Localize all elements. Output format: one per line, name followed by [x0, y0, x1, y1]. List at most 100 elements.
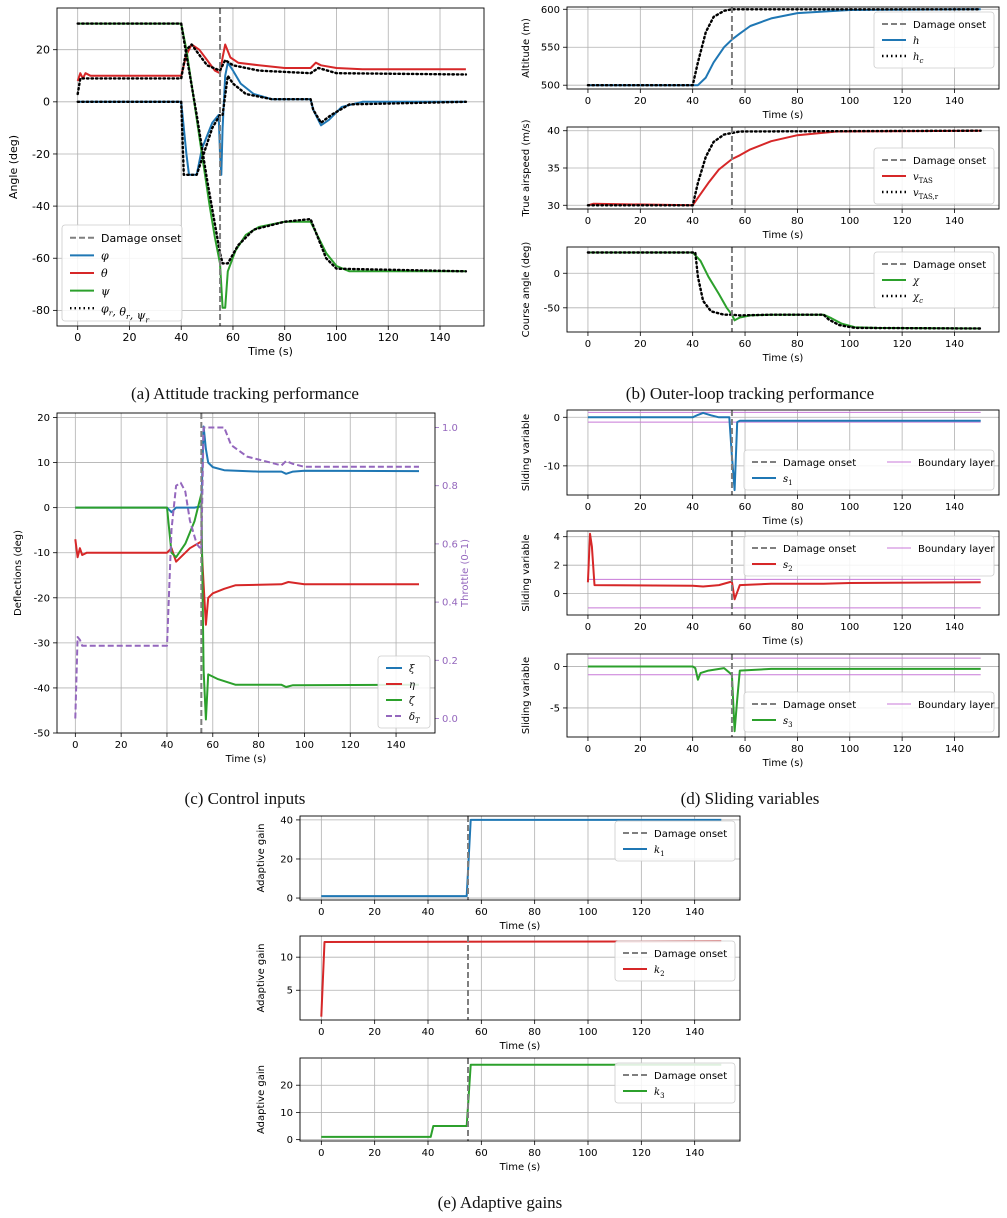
tick-label-y: 30 — [547, 201, 560, 212]
tick-label-y: 20 — [37, 413, 50, 424]
plot-area — [586, 127, 982, 209]
legend-label: χc — [912, 292, 923, 305]
x-axis-label: Time (s) — [225, 754, 267, 765]
series-line-φr — [76, 74, 468, 177]
plot-area — [74, 413, 420, 733]
legend-label: φr, θr, ψr — [101, 302, 150, 324]
legend-label-part: , θ — [112, 306, 126, 319]
plot-frame — [566, 530, 1000, 616]
tick-label-y: 0 — [554, 413, 560, 424]
legend-label-part: ξ — [409, 664, 415, 675]
tick-label-y: 40 — [280, 815, 293, 826]
tick-label-x: 100 — [295, 740, 314, 751]
tick-label-x: 60 — [206, 740, 219, 751]
tick-label-y: -50 — [544, 303, 560, 314]
tick-label-y: 4 — [554, 532, 560, 543]
legend-label-part: Damage onset — [654, 949, 727, 960]
tick-label-x: 100 — [326, 331, 347, 344]
plot-frame — [56, 412, 436, 734]
tick-label-y2: 0.0 — [442, 714, 458, 725]
tick-label-x: 80 — [528, 907, 541, 918]
chart-b3: 0 20 40 60 80 100 120 140 -50 0 Time (s) Course ang… — [521, 242, 1000, 364]
tick-label-x: 60 — [739, 96, 752, 107]
x-axis-label: Time (s) — [499, 1041, 541, 1052]
legend-label: s2 — [783, 560, 793, 573]
tick-label-x: 20 — [634, 502, 647, 513]
legend-label-part: φ — [101, 302, 109, 315]
tick-label-y2: 0.4 — [442, 598, 458, 609]
legend-label: hc — [913, 52, 923, 65]
tick-label-x: 80 — [278, 331, 292, 344]
plot-frame — [566, 653, 1000, 738]
legend-label-part: h — [913, 36, 919, 47]
plot-area — [587, 410, 981, 495]
tick-label-y: -60 — [32, 252, 50, 265]
series-line-ξ — [75, 425, 420, 514]
tick-label-x: 20 — [634, 744, 647, 755]
tick-label-x: 0 — [318, 907, 324, 918]
series-line-hc — [586, 8, 982, 87]
tick-label-x: 100 — [578, 1148, 597, 1159]
legend-label-part: Damage onset — [913, 156, 986, 167]
caption-e: (e) Adaptive gains — [437, 1193, 563, 1212]
tick-label-x: 120 — [893, 96, 912, 107]
tick-label-y2: 0.6 — [442, 539, 458, 550]
tick-label-x: 100 — [840, 216, 859, 227]
legend-label: h — [913, 36, 919, 47]
tick-label-x: 20 — [634, 622, 647, 633]
caption-b: (b) Outer-loop tracking performance — [625, 384, 875, 403]
legend-label-part: Boundary layer — [918, 700, 995, 711]
chart-e2: 0 20 40 60 80 100 120 140 5 10 Time (s) Adaptive ga… — [256, 935, 741, 1052]
tick-label-x: 40 — [174, 331, 188, 344]
tick-label-y: 10 — [280, 1108, 293, 1119]
legend-label: Damage onset — [654, 949, 727, 960]
y-axis-label: Altitude (m) — [521, 18, 532, 78]
tick-label-x: 0 — [585, 622, 591, 633]
legend-label-part: 2 — [788, 565, 792, 573]
tick-label-y: 0 — [554, 662, 560, 673]
legend-label-part: T — [415, 717, 421, 725]
legend-label-part: χ — [912, 292, 920, 303]
legend-label: Damage onset — [783, 458, 856, 469]
x-axis-label: Time (s) — [499, 1162, 541, 1173]
legend-label-part: Damage onset — [654, 1071, 727, 1082]
tick-label-x: 0 — [585, 502, 591, 513]
tick-label-x: 120 — [893, 502, 912, 513]
x-axis-label: Time (s) — [762, 230, 804, 241]
legend-label: φ — [101, 250, 109, 263]
tick-label-y: -50 — [34, 729, 50, 740]
chart-d2: 0 20 40 60 80 100 120 140 0 2 4 Time (s) Sliding var… — [521, 530, 1000, 647]
tick-label-x: 20 — [634, 339, 647, 350]
tick-label-x: 40 — [686, 216, 699, 227]
legend-label: vTAS — [913, 172, 933, 185]
tick-label-x: 60 — [475, 1148, 488, 1159]
legend-label: s3 — [783, 716, 793, 729]
tick-label-x: 100 — [578, 1027, 597, 1038]
legend-label-part: Damage onset — [783, 458, 856, 469]
legend-box — [743, 449, 995, 491]
tick-label-x: 140 — [945, 216, 964, 227]
tick-label-y: -10 — [34, 548, 50, 559]
tick-label-x: 100 — [578, 907, 597, 918]
legend-label-part: r — [126, 312, 131, 321]
tick-label-x: 60 — [739, 216, 752, 227]
tick-label-y: -10 — [544, 461, 560, 472]
tick-label-x: 140 — [685, 1027, 704, 1038]
legend-label: k1 — [654, 845, 665, 858]
legend-label-part: χ — [912, 276, 920, 287]
legend-label-part: Damage onset — [783, 544, 856, 555]
series-line-vTAS,r — [586, 129, 982, 207]
legend-label: Damage onset — [913, 156, 986, 167]
plot-area — [76, 8, 468, 326]
plot-frame — [566, 246, 1000, 333]
tick-label-x: 40 — [686, 96, 699, 107]
legend-label-part: r — [109, 309, 114, 318]
legend-label-part: η — [409, 680, 415, 691]
legend-label: ξ — [409, 664, 415, 675]
tick-label-x: 40 — [686, 502, 699, 513]
y-axis-label: Sliding variable — [521, 534, 532, 611]
legend-label: Damage onset — [783, 544, 856, 555]
legend-label-part: 2 — [660, 970, 664, 978]
tick-label-y: 0 — [44, 503, 50, 514]
plot-frame — [566, 409, 1000, 496]
